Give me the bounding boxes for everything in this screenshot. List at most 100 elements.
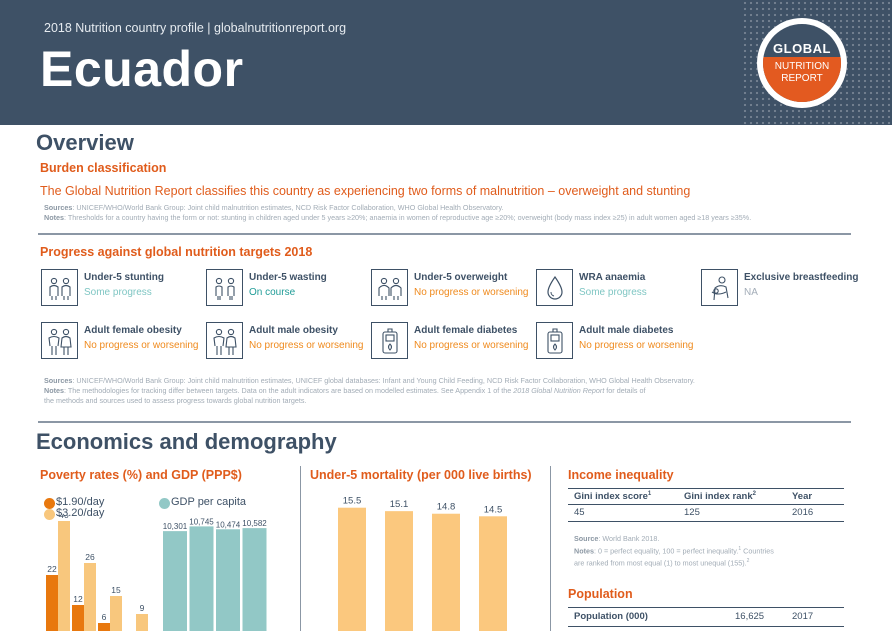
divider <box>300 466 301 631</box>
target-status: NA <box>744 287 758 298</box>
target-card: Adult male diabetes No progress or worse… <box>536 322 696 362</box>
gini-rank-value: 125 <box>684 507 700 518</box>
children-icon <box>371 269 408 306</box>
target-status: Some progress <box>579 287 647 298</box>
data-label: 26 <box>85 552 95 562</box>
notes-text: are ranked from most equal (1) to most u… <box>574 558 747 568</box>
target-name: Adult female obesity <box>84 325 182 336</box>
progress-sources: Sources: UNICEF/WHO/World Bank Group: Jo… <box>44 376 695 406</box>
blood-drop-icon <box>536 269 573 306</box>
target-name: Adult male obesity <box>249 325 338 336</box>
poverty-chart-title: Poverty rates (%) and GDP (PPP$) <box>40 468 242 482</box>
header-subtitle: 2018 Nutrition country profile | globaln… <box>44 21 347 35</box>
breastfeeding-icon <box>701 269 738 306</box>
year-header: Year <box>792 491 813 502</box>
target-status: No progress or worsening <box>414 287 529 298</box>
divider <box>38 233 851 235</box>
footnote-mark: 2 <box>746 558 750 565</box>
population-value: 16,625 <box>735 611 765 622</box>
footnote-mark: 2 <box>752 491 756 497</box>
sources-label: Sources <box>44 203 73 212</box>
target-name: WRA anaemia <box>579 272 646 283</box>
notes-text: the methods and sources used to assess p… <box>44 396 307 405</box>
mortality-bar <box>385 511 413 631</box>
data-label: 15.1 <box>390 499 409 510</box>
under5-mortality-chart: 15.5 15.1 14.8 14.5 <box>338 496 507 631</box>
data-label: 15.5 <box>343 496 362 507</box>
target-card: WRA anaemia Some progress <box>536 269 696 309</box>
data-label: 10,474 <box>216 520 241 529</box>
legend-label: $3.20/day <box>56 507 105 519</box>
target-name: Adult female diabetes <box>414 325 518 336</box>
poverty-320-bar <box>58 521 70 631</box>
population-label: Population (000) <box>574 611 648 622</box>
adults-icon <box>206 322 243 359</box>
target-name: Exclusive breastfeeding <box>744 272 859 283</box>
overview-title: Overview <box>36 130 134 155</box>
divider <box>550 466 551 631</box>
source-text: : World Bank 2018. <box>598 534 660 543</box>
target-card: Adult male obesity No progress or worsen… <box>206 322 366 362</box>
target-status: Some progress <box>84 287 152 298</box>
legend-label: $1.90/day <box>56 496 105 508</box>
adults-icon <box>41 322 78 359</box>
logo-text-report: REPORT <box>781 73 823 84</box>
divider <box>38 421 851 423</box>
source-label: Source <box>574 534 599 543</box>
gini-score-value: 45 <box>574 507 585 518</box>
header-text: Gini index score <box>574 491 648 503</box>
notes-label: Notes <box>574 546 594 556</box>
glucose-meter-icon <box>371 322 408 359</box>
global-nutrition-report-logo: GLOBAL NUTRITION REPORT <box>757 18 847 108</box>
target-card: Under-5 wasting On course <box>206 269 366 309</box>
data-label: 40 <box>59 515 69 520</box>
legend-swatch <box>44 498 55 509</box>
data-label: 10,745 <box>189 517 214 526</box>
table-rule <box>568 607 844 608</box>
country-title: Ecuador <box>40 41 244 97</box>
year-value: 2016 <box>792 507 814 518</box>
poverty-190-bar <box>46 575 58 631</box>
legend-label: GDP per capita <box>171 496 247 508</box>
burden-sources: Sources: UNICEF/WHO/World Bank Group: Jo… <box>44 203 751 223</box>
notes-text: : 0 = perfect equality, 100 = perfect in… <box>593 546 739 556</box>
target-card: Adult female diabetes No progress or wor… <box>371 322 531 362</box>
gdp-bar <box>242 528 267 631</box>
progress-heading: Progress against global nutrition target… <box>40 245 313 259</box>
target-card: Adult female obesity No progress or wors… <box>41 322 201 362</box>
mortality-bar <box>432 513 460 631</box>
table-rule <box>568 504 844 505</box>
target-card: Exclusive breastfeeding NA <box>701 269 861 309</box>
logo-text-global: GLOBAL <box>773 41 831 56</box>
data-label: 14.8 <box>437 502 456 513</box>
economics-title: Economics and demography <box>36 429 337 454</box>
target-status: No progress or worsening <box>249 340 364 351</box>
data-label: 10,582 <box>242 519 267 528</box>
data-label: 6 <box>102 612 107 622</box>
gdp-bar <box>216 529 240 631</box>
data-label: 10,301 <box>163 522 188 531</box>
population-year: 2017 <box>792 611 814 622</box>
burden-heading: Burden classification <box>40 161 167 175</box>
burden-statement: The Global Nutrition Report classifies t… <box>40 184 691 198</box>
target-status: No progress or worsening <box>84 340 199 351</box>
notes-label: Notes <box>44 386 64 395</box>
gini-rank-header: Gini index rank2 <box>684 491 756 502</box>
footnote-mark: 1 <box>738 546 742 552</box>
notes-text: : The methodologies for tracking differ … <box>63 386 514 395</box>
target-status: No progress or worsening <box>414 340 529 351</box>
target-status: On course <box>249 287 296 298</box>
target-name: Under-5 stunting <box>84 272 164 283</box>
poverty-190-bar <box>98 623 110 631</box>
data-label: 9 <box>140 603 145 613</box>
table-rule <box>568 626 844 627</box>
poverty-320-bar <box>110 596 122 631</box>
mortality-bar <box>338 507 366 631</box>
data-label: 15 <box>111 585 121 595</box>
mortality-bar <box>479 516 507 631</box>
income-sources: Source: World Bank 2018. Notes: 0 = perf… <box>574 534 774 569</box>
glucose-meter-icon <box>536 322 573 359</box>
table-rule <box>568 521 844 522</box>
notes-text: for details of <box>604 386 646 395</box>
poverty-190-bar <box>72 605 84 631</box>
